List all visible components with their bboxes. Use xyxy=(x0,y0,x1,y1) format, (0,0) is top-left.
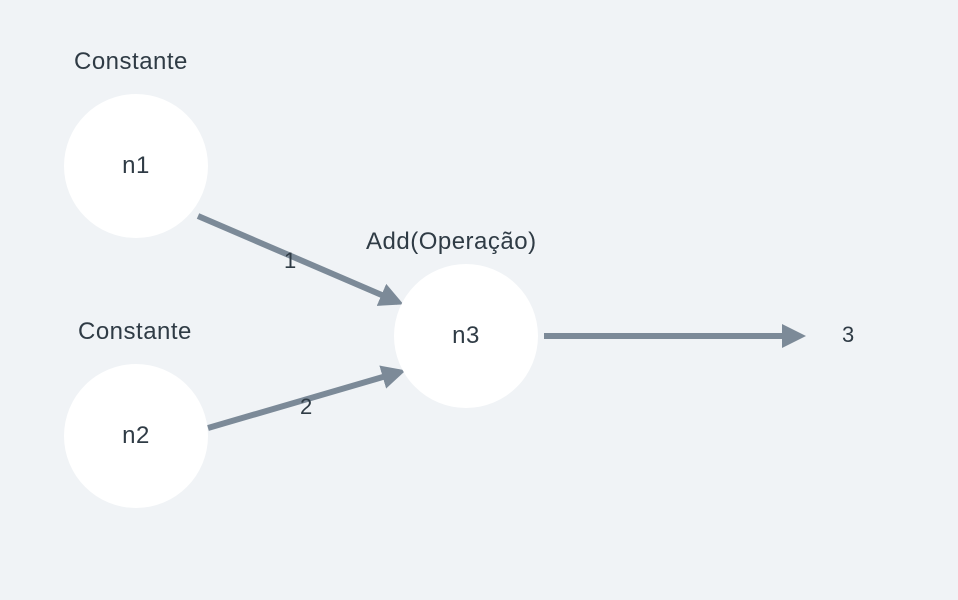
node-n2: n2 xyxy=(64,364,208,508)
node-n1: n1 xyxy=(64,94,208,238)
node-label-n1: n1 xyxy=(122,152,150,180)
diagram-canvas: Constante Constante Add(Operação) n1 n2 … xyxy=(0,0,958,600)
edge-label-2: 2 xyxy=(300,394,313,420)
node-label-n3: n3 xyxy=(452,322,480,350)
node-title-n3: Add(Operação) xyxy=(366,228,537,256)
node-title-n1: Constante xyxy=(74,48,188,76)
edge-label-3: 3 xyxy=(842,322,855,348)
edge-label-1: 1 xyxy=(284,248,297,274)
node-title-n2: Constante xyxy=(78,318,192,346)
node-n3: n3 xyxy=(394,264,538,408)
node-label-n2: n2 xyxy=(122,422,150,450)
